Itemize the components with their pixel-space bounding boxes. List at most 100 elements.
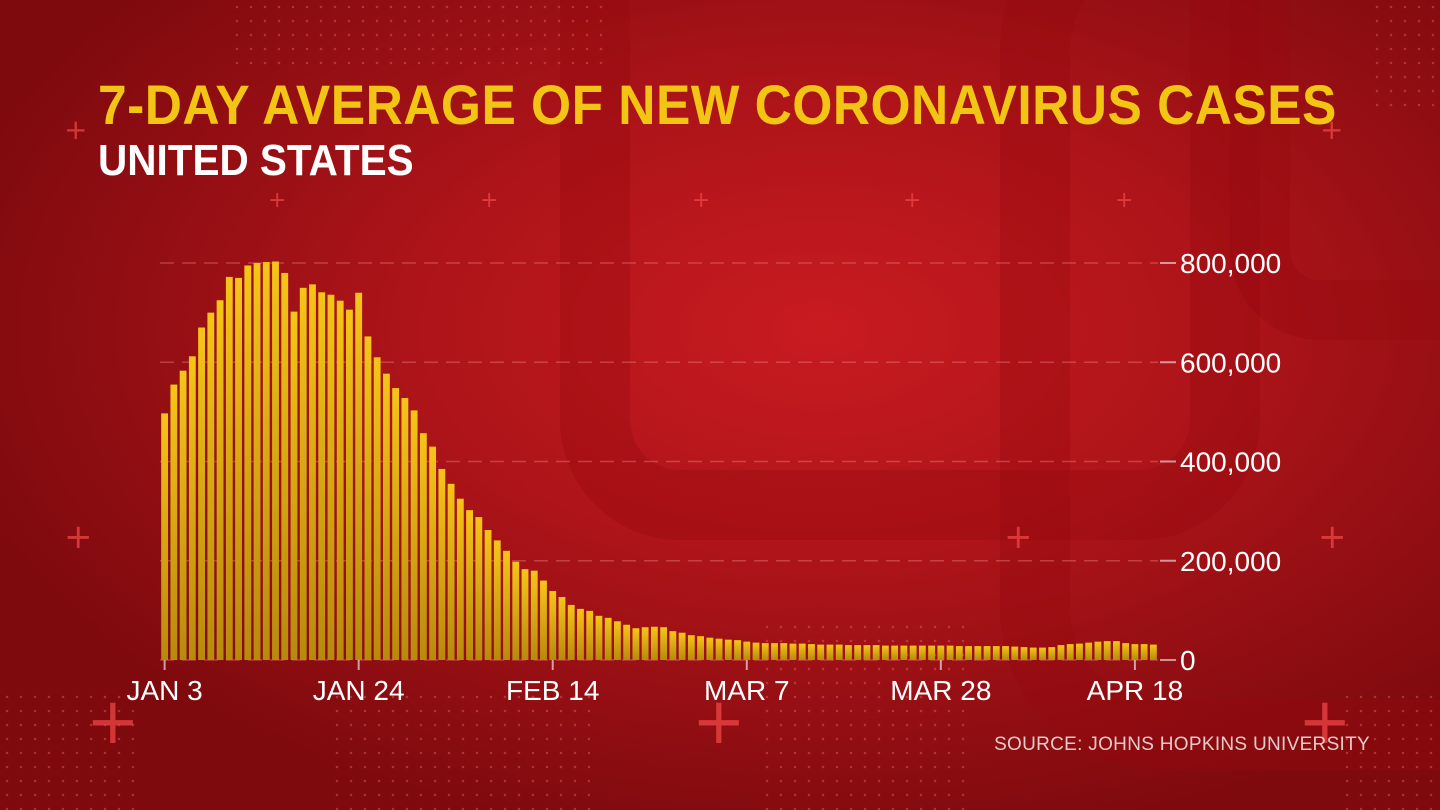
bar [724,639,732,660]
bar [604,617,612,660]
bar [521,569,529,660]
bar [364,336,372,660]
plus-icon: + [268,188,287,213]
bar [641,627,649,660]
y-tick-label: 200,000 [1180,546,1281,577]
plus-icon: + [1318,517,1347,557]
bar [752,642,760,660]
bar [937,645,945,660]
bar [706,637,714,660]
bar [447,483,455,660]
bar [826,644,834,660]
bar [955,646,963,660]
bar [817,644,825,660]
bar [928,645,936,660]
source-note: SOURCE: JOHNS HOPKINS UNIVERSITY [994,734,1370,755]
bar [872,645,880,660]
bar [669,631,677,660]
bar [290,311,298,660]
bar [419,433,427,660]
x-tick-label: FEB 14 [506,675,599,706]
bar [327,294,335,660]
bar [373,357,381,660]
x-tick-label: JAN 3 [126,675,202,706]
bar [1048,647,1056,660]
bar [355,292,363,660]
x-tick-label: APR 18 [1087,675,1184,706]
bar [1140,644,1148,660]
plus-icon: + [692,685,746,759]
bar [401,397,409,660]
bar [835,644,843,660]
y-tick-label: 0 [1180,645,1196,676]
bar [577,608,584,660]
bar [530,570,538,660]
bar [382,373,390,660]
background-dot-grid [1370,0,1440,110]
bar [771,643,778,660]
bar [1020,647,1028,660]
plus-icon: + [1004,517,1033,557]
bar [262,262,270,660]
bar [614,621,621,660]
y-axis: 0 200,000 400,000 600,000 800,000 [1160,248,1281,676]
background-dot-grid [230,0,610,70]
bar [1149,644,1157,660]
bar [1131,644,1139,660]
bar [429,446,437,660]
bar [845,645,852,660]
background-dot-grid [330,690,590,810]
bar [235,277,242,660]
bar [965,646,972,660]
plus-icon: + [64,113,88,146]
bar [900,645,908,660]
bar [909,645,917,660]
bar [567,604,575,660]
bar [632,628,640,660]
bar [1002,646,1009,660]
bar [854,645,862,660]
bar [456,498,464,660]
bar [1029,647,1037,660]
bar [493,540,501,660]
bar [650,626,658,660]
bar [346,309,353,660]
bar [309,284,316,660]
bar [253,263,261,660]
bar [281,272,289,660]
bar [623,624,631,660]
bar [272,261,279,660]
bar [1039,647,1046,660]
background-ring-shape [1230,0,1440,340]
bar [780,643,788,660]
bar [207,312,215,661]
bar [1066,644,1074,660]
bar [595,615,603,660]
bar [466,510,473,660]
plus-icon: + [903,188,922,213]
bar [678,632,686,660]
bar [789,643,797,660]
bar [1057,645,1065,660]
x-axis: JAN 3 JAN 24 FEB 14 MAR 7 MAR 28 APR 18 [126,660,1183,706]
bar [1103,641,1111,660]
bar [512,561,520,660]
x-tick-label: MAR 7 [704,675,790,706]
chart-title: 7-DAY AVERAGE OF NEW CORONAVIRUS CASES [98,73,1337,136]
bar [798,643,806,660]
bar [881,645,889,660]
bar [179,370,187,660]
bar [974,646,982,660]
bar [1094,641,1102,660]
bar [743,641,751,660]
gridlines [160,262,1158,661]
y-tick-label: 600,000 [1180,347,1281,378]
bar [318,292,326,660]
bar [660,627,668,660]
plus-icon: + [1115,188,1134,213]
bar [992,646,1000,660]
x-tick-label: MAR 28 [890,675,991,706]
bar [475,517,483,660]
x-tick-label: JAN 24 [313,675,405,706]
